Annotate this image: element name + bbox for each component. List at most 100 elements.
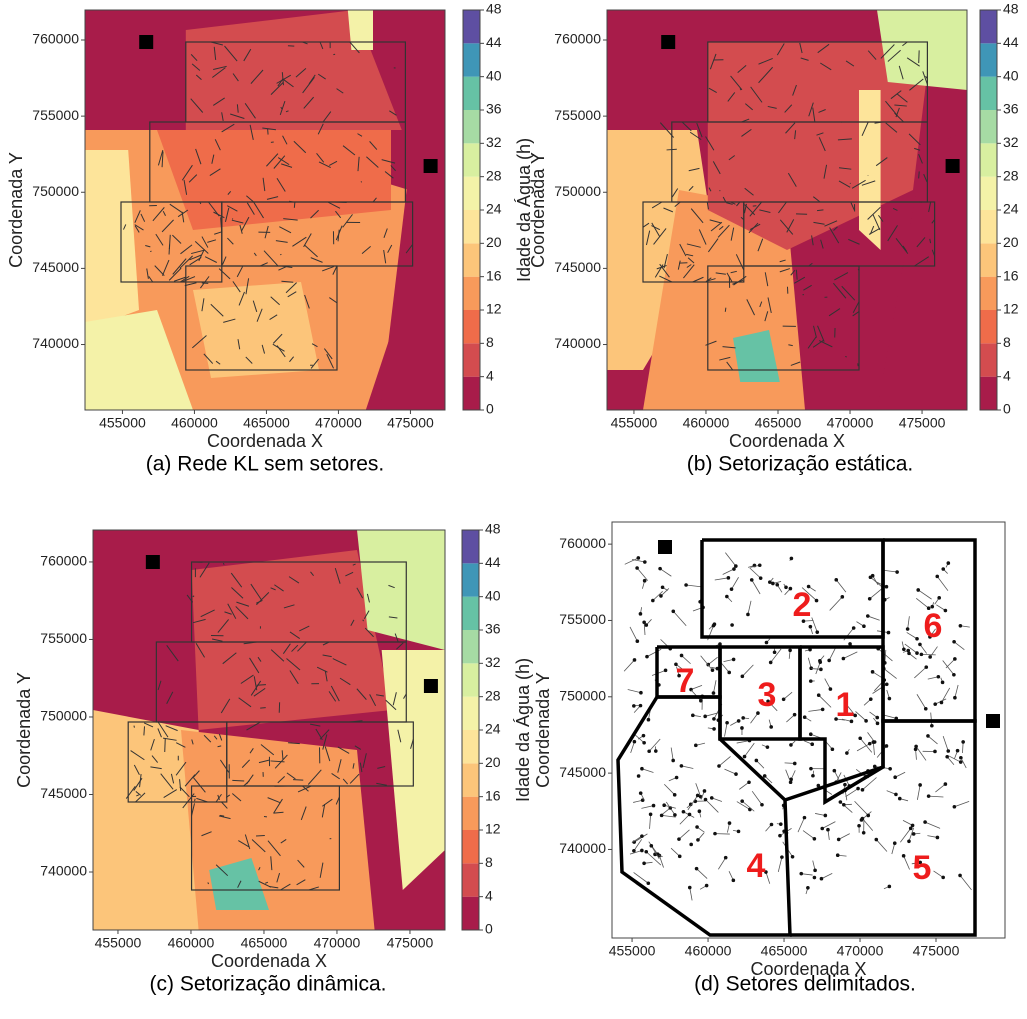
reservoir (986, 714, 1000, 728)
pipe (275, 240, 288, 243)
node (858, 736, 862, 741)
pipe (945, 658, 956, 669)
pipe (295, 68, 307, 78)
pipe (231, 793, 242, 802)
pipe (182, 793, 195, 809)
pipe (203, 734, 212, 743)
node (819, 876, 824, 881)
pipe (670, 747, 674, 761)
node (734, 772, 738, 776)
colorbar-label: Idade da Água (h) (513, 658, 533, 802)
colorbar-tick-label: 8 (1003, 334, 1011, 350)
colorbar-band (463, 143, 480, 177)
pipe (890, 90, 902, 100)
y-tick-label: 740000 (559, 840, 606, 856)
node (756, 711, 760, 715)
node (677, 854, 682, 859)
age-region (357, 530, 445, 650)
pipe (659, 568, 672, 577)
node (645, 654, 649, 659)
pipe (140, 213, 146, 222)
pipe (322, 111, 332, 123)
pipe (962, 741, 964, 753)
pipe (383, 249, 387, 264)
node (923, 820, 927, 824)
node (930, 604, 935, 609)
pipe (743, 203, 747, 214)
pipe (904, 643, 918, 654)
node (730, 623, 734, 627)
pipe (850, 202, 855, 211)
pipe (708, 187, 712, 192)
pipe (722, 346, 736, 349)
pipe (136, 794, 140, 797)
pipe (238, 697, 252, 708)
pipe (689, 887, 693, 901)
node (894, 792, 898, 797)
pipe (164, 738, 166, 753)
x-tick-label: 455000 (99, 415, 146, 431)
pipe (181, 276, 196, 283)
node (834, 717, 838, 721)
node (749, 578, 754, 582)
pipe (357, 133, 363, 137)
pipe (324, 746, 331, 762)
panel: 1 2 3 4 5 6 7 455000 460000 465000 470000 475000 740… (533, 521, 1006, 996)
pipe (269, 314, 278, 321)
pipe (820, 62, 832, 71)
colorbar-band (980, 43, 997, 77)
pipe (337, 229, 340, 242)
colorbar-tick-label: 32 (486, 134, 502, 150)
pipe (195, 74, 202, 81)
pipe (278, 265, 288, 271)
pipe (822, 821, 836, 829)
pipe (930, 712, 933, 726)
pipe (269, 886, 279, 889)
colorbar-band (462, 730, 479, 764)
pipe (914, 256, 930, 267)
pipe (664, 783, 675, 796)
pipe (310, 571, 314, 576)
pipe (717, 857, 727, 870)
pipe (213, 46, 217, 60)
pipe (258, 880, 272, 888)
pipe (287, 291, 297, 298)
pipe (725, 552, 737, 567)
pipe (388, 584, 395, 589)
pipe (383, 228, 388, 238)
pipe (322, 734, 328, 750)
network-block (707, 265, 860, 371)
pipe (933, 870, 944, 878)
pipe (212, 67, 226, 78)
pipe (799, 42, 803, 54)
pipe (148, 276, 154, 283)
colorbar-band (980, 210, 997, 244)
node (897, 796, 902, 801)
pipe (942, 735, 949, 752)
colorbar-band (980, 343, 997, 377)
node (862, 624, 866, 629)
pipe (207, 882, 209, 885)
pipe (705, 711, 721, 717)
node (651, 803, 656, 808)
pipe (150, 766, 162, 770)
pipe (728, 155, 736, 161)
node (867, 596, 872, 601)
colorbar-tick-label: 36 (1003, 101, 1019, 117)
pipe (659, 275, 673, 283)
colorbar-band (463, 176, 480, 210)
pipe (828, 308, 841, 317)
pipe (204, 256, 218, 263)
pipe (232, 779, 245, 782)
node (632, 840, 636, 844)
plot-frame (84, 9, 446, 411)
colorbar-tick-label: 44 (486, 34, 502, 50)
pipe (243, 48, 252, 62)
colorbar-band (463, 110, 480, 144)
pipe (166, 645, 179, 662)
node (762, 774, 767, 778)
x-tick-label: 455000 (611, 415, 658, 431)
pipe (219, 759, 230, 773)
pipe (317, 123, 324, 135)
pipe (256, 834, 265, 837)
